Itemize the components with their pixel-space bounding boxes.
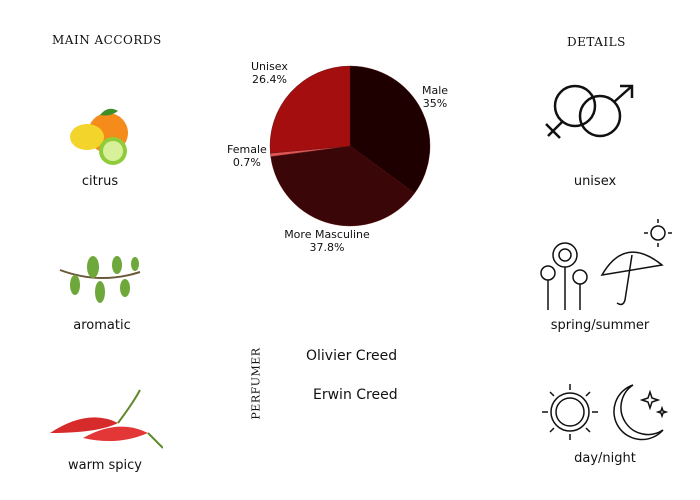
gender-symbols-icon bbox=[545, 84, 634, 139]
detail-label-spring-summer: spring/summer bbox=[550, 318, 650, 333]
perfumer-name: Erwin Creed bbox=[313, 387, 398, 403]
detail-label-unisex: unisex bbox=[573, 174, 617, 189]
accord-label-citrus: citrus bbox=[81, 174, 119, 189]
pie-label-more-masculine: More Masculine 37.8% bbox=[284, 228, 370, 254]
accord-label-warm-spicy: warm spicy bbox=[68, 458, 142, 473]
pie-label-female: Female 0.7% bbox=[227, 143, 267, 169]
detail-label-day-night: day/night bbox=[574, 451, 636, 466]
accord-label-aromatic: aromatic bbox=[73, 318, 131, 333]
pie-label-unisex: Unisex 26.4% bbox=[251, 60, 288, 86]
perfumer-title: PERFUMER bbox=[249, 347, 263, 420]
citrus-fruit-icon bbox=[70, 108, 128, 165]
perfumer-name: Olivier Creed bbox=[306, 348, 398, 364]
herb-sprig-icon bbox=[59, 256, 141, 303]
flowers-umbrella-sun-icon bbox=[540, 219, 672, 310]
sun-moon-icon bbox=[542, 384, 669, 441]
details-title: DETAILS bbox=[567, 35, 626, 49]
main-accords-title: MAIN ACCORDS bbox=[52, 33, 162, 47]
pie-slice-more-masculine bbox=[270, 145, 415, 227]
pie-slice-unisex bbox=[269, 65, 351, 154]
pie-label-male: Male 35% bbox=[422, 84, 449, 110]
chili-pepper-icon bbox=[50, 389, 163, 449]
pie-slice-male bbox=[349, 65, 431, 194]
